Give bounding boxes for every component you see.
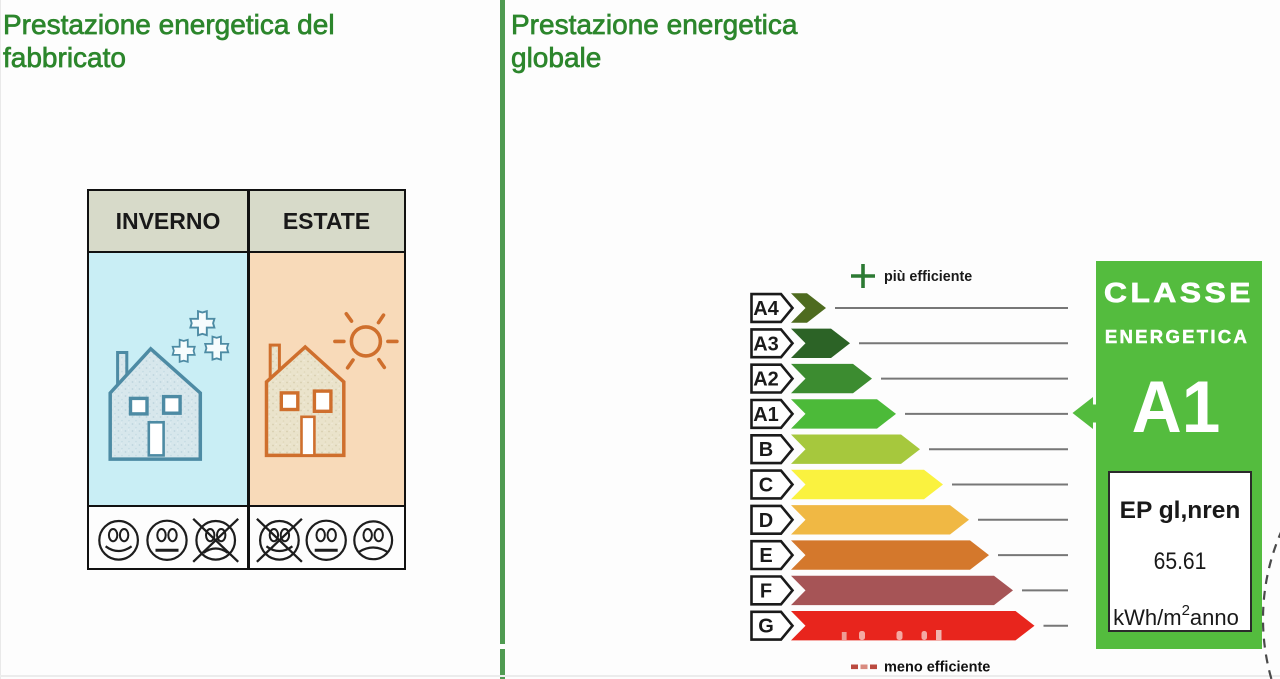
svg-text:F: F	[760, 580, 772, 602]
svg-text:C: C	[759, 475, 773, 497]
svg-text:D: D	[759, 510, 773, 532]
svg-text:B: B	[759, 439, 773, 461]
svg-text:meno efficiente: meno efficiente	[884, 660, 990, 676]
svg-text:G: G	[758, 616, 774, 638]
svg-text:A2: A2	[753, 369, 779, 391]
svg-text:A4: A4	[753, 298, 779, 320]
svg-text:A3: A3	[753, 333, 779, 355]
svg-text:più efficiente: più efficiente	[884, 269, 972, 285]
svg-text:A1: A1	[753, 404, 779, 426]
svg-text:E: E	[759, 545, 772, 567]
